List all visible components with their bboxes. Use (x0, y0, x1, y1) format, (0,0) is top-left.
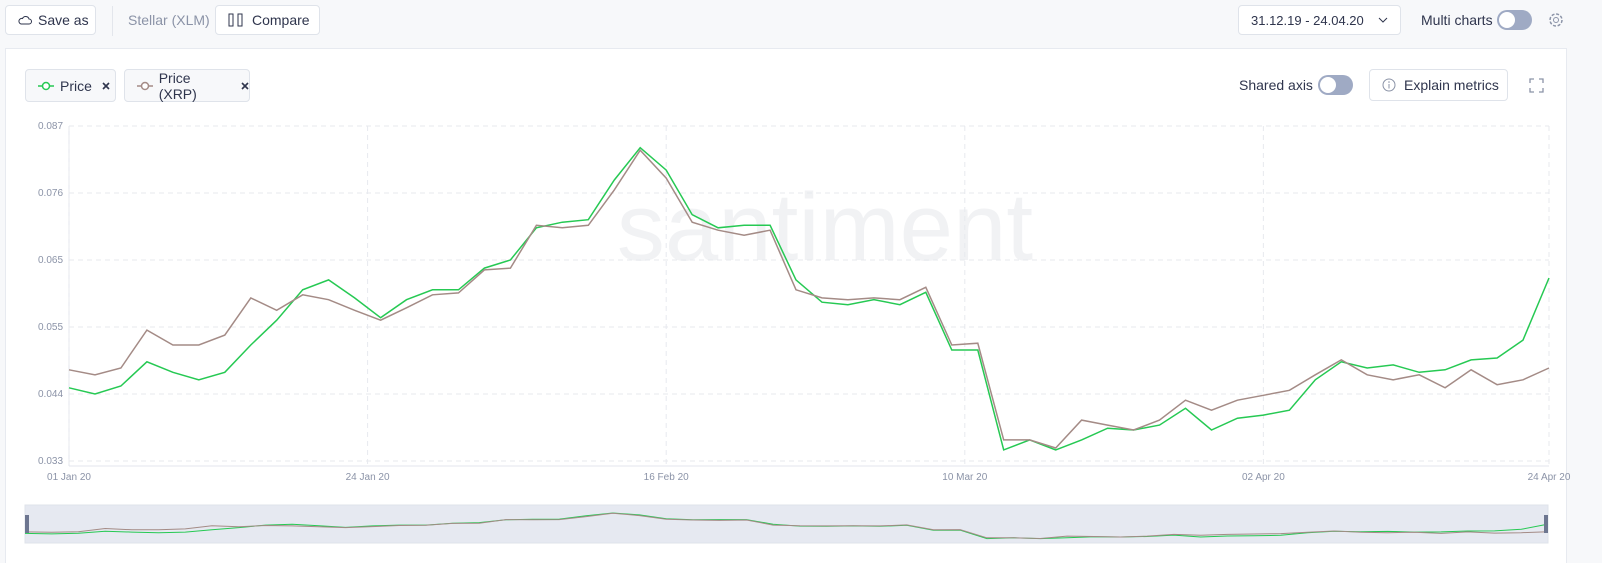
chevron (1378, 17, 1388, 23)
save-as-button[interactable]: Save as (5, 5, 96, 35)
legend-label: Price (XRP) (158, 69, 197, 102)
navigator-handle[interactable] (1544, 515, 1548, 533)
remove-icon[interactable] (102, 81, 110, 90)
y-tick-label: 0.087 (38, 121, 63, 132)
legend-label: Price (60, 77, 92, 94)
explain-metrics-button[interactable]: Explain metrics (1369, 69, 1508, 101)
legend-chip[interactable]: Price (XRP) (124, 69, 250, 102)
compare-label: Compare (252, 12, 310, 28)
x-tick-label: 02 Apr 20 (1242, 472, 1285, 483)
navigator-handle[interactable] (25, 515, 29, 533)
legend-icon (38, 81, 54, 90)
y-tick-label: 0.033 (38, 456, 63, 467)
compare-icon (228, 13, 243, 27)
navigator (24, 504, 1549, 544)
navigator-line (24, 512, 1549, 540)
date-range-button[interactable]: 31.12.19 - 24.04.20 (1238, 5, 1401, 35)
legend-chip[interactable]: Price (25, 69, 116, 102)
y-tick-label: 0.055 (38, 322, 63, 333)
shared-axis-toggle[interactable] (1318, 75, 1353, 95)
date-range: 31.12.19 - 24.04.20 (1251, 12, 1364, 28)
x-tick-label: 16 Feb 20 (644, 472, 689, 483)
info-icon (1382, 78, 1396, 92)
separator (112, 6, 113, 36)
y-tick-label: 0.065 (38, 255, 63, 266)
explain-metrics-label: Explain metrics (1404, 77, 1499, 93)
series-line (68, 148, 1550, 449)
series-line (68, 146, 1550, 451)
y-tick-label: 0.044 (38, 389, 63, 400)
legend-icon (137, 81, 153, 90)
settings-icon[interactable] (1547, 11, 1565, 29)
watermark: santiment (617, 174, 1033, 281)
multi-charts-toggle[interactable] (1497, 10, 1532, 30)
x-tick-label: 24 Jan 20 (346, 472, 390, 483)
y-tick-label: 0.076 (38, 188, 63, 199)
fullscreen-icon[interactable] (1529, 78, 1544, 93)
x-tick-label: 01 Jan 20 (47, 472, 91, 483)
asset-name: Stellar (XLM) (128, 12, 210, 28)
x-tick-label: 24 Apr 20 (1528, 472, 1571, 483)
compare-button[interactable]: Compare (215, 5, 320, 35)
x-tick-label: 10 Mar 20 (942, 472, 987, 483)
multi-charts-label: Multi charts (1421, 12, 1493, 28)
shared-axis-label: Shared axis (1239, 77, 1313, 93)
save-as-label: Save as (38, 12, 89, 28)
remove-icon[interactable] (241, 81, 249, 90)
cloud-icon (18, 16, 32, 25)
